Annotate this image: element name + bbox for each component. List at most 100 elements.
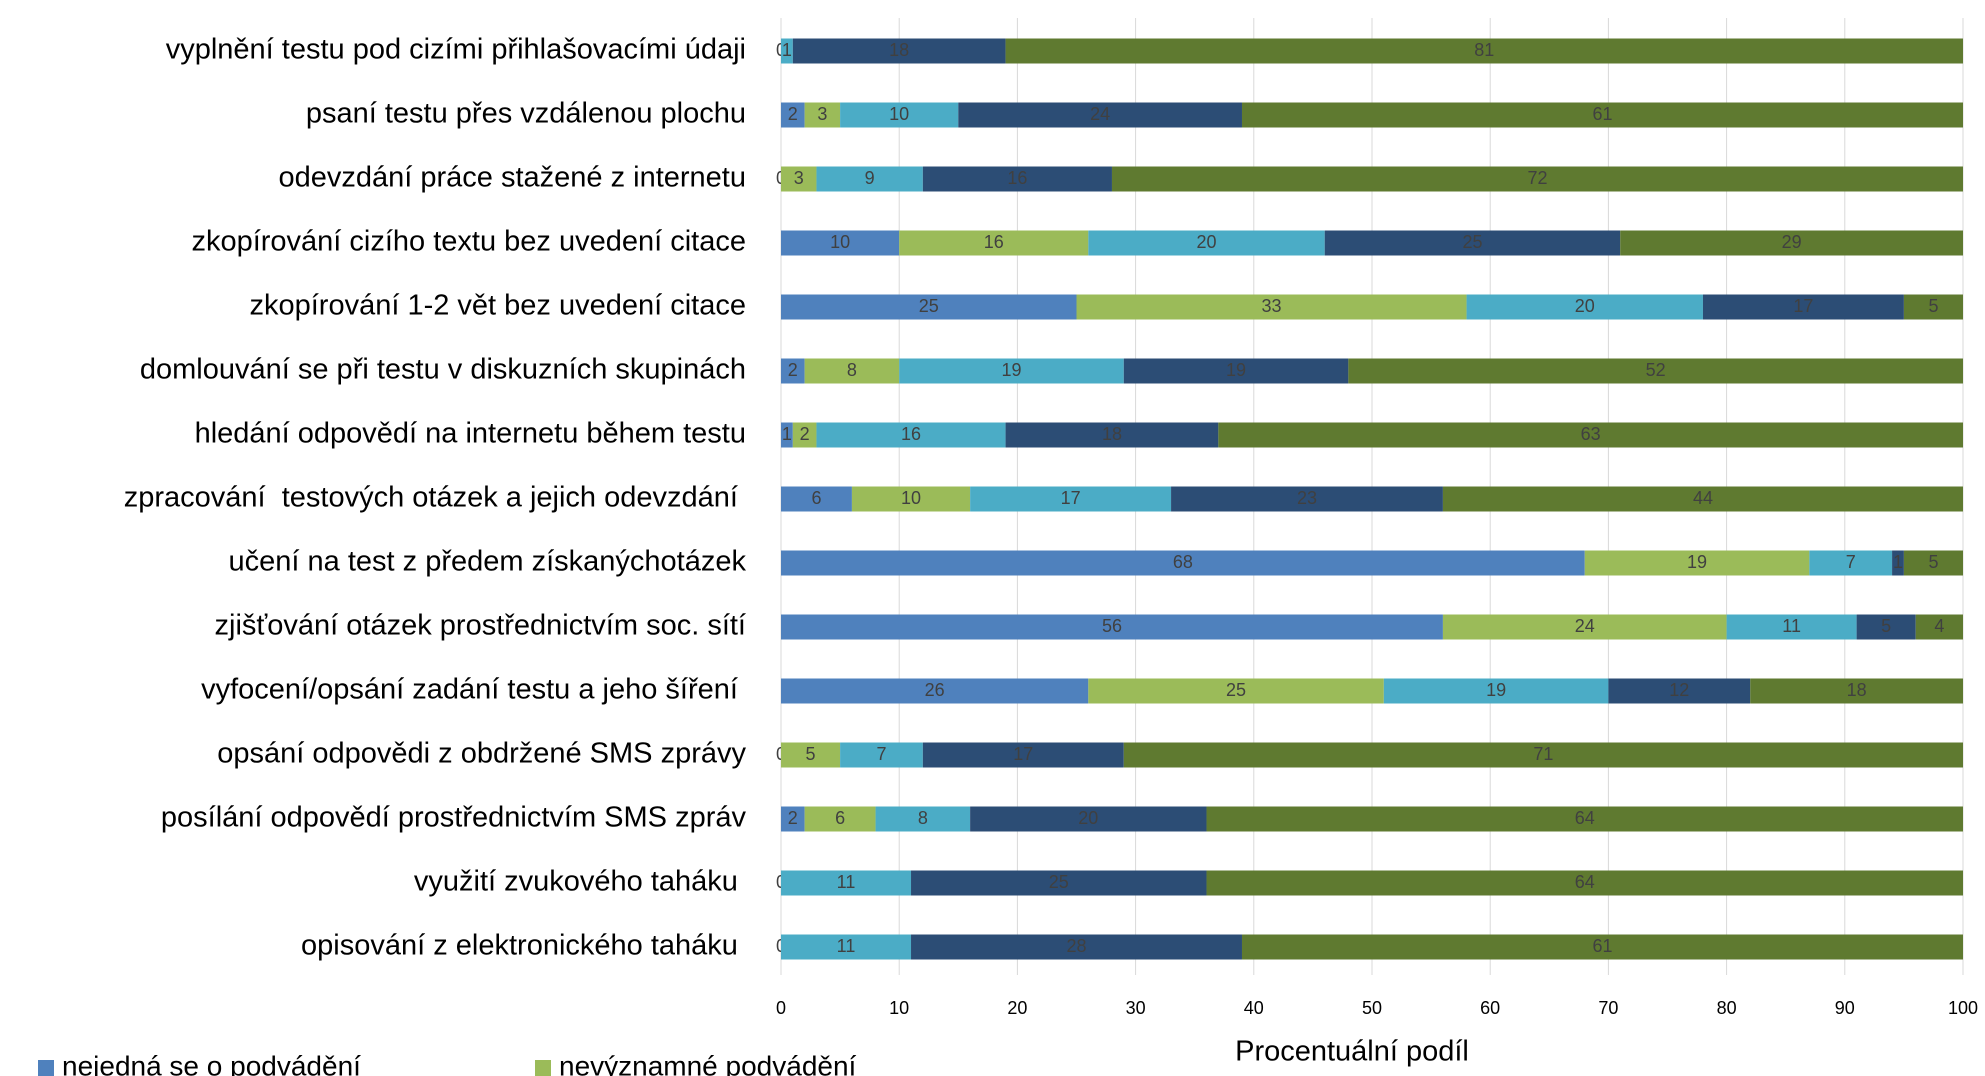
category-label: opsání odpovědi z obdržené SMS zprávy <box>217 738 746 770</box>
bar-segment <box>1206 870 1963 896</box>
bar-segment <box>1903 294 1963 320</box>
bar-segment <box>792 422 817 448</box>
bar-segment <box>816 166 923 192</box>
value-label: 5 <box>806 744 816 764</box>
value-label: 24 <box>1090 104 1110 124</box>
value-label: 2 <box>800 424 810 444</box>
x-tick-label: 10 <box>889 998 909 1018</box>
value-label: 4 <box>1934 616 1944 636</box>
bar-segment <box>781 806 805 832</box>
value-label: 11 <box>1782 616 1801 636</box>
category-label: využití zvukového taháku <box>414 866 746 898</box>
legend-label: nejedná se o podvádění <box>62 1050 361 1076</box>
legend-swatch <box>38 1060 54 1076</box>
bar-segment <box>1903 550 1963 576</box>
category-label: domlouvání se při testu v diskuzních sku… <box>140 354 746 386</box>
value-label: 1 <box>782 40 792 60</box>
value-label: 8 <box>847 360 857 380</box>
bar-segment <box>781 870 912 896</box>
value-label: 72 <box>1527 168 1547 188</box>
bar-segment <box>781 166 817 192</box>
value-label: 5 <box>1928 552 1938 572</box>
bar-segment <box>804 358 900 384</box>
bar-segment <box>1088 230 1325 256</box>
bar-segment <box>1005 38 1963 64</box>
value-label: 28 <box>1066 936 1086 956</box>
bar-segment <box>899 358 1124 384</box>
x-tick-label: 70 <box>1598 998 1618 1018</box>
bar-segment <box>851 486 971 512</box>
x-tick-label: 100 <box>1948 998 1978 1018</box>
category-label: zjišťování otázek prostřednictvím soc. s… <box>215 610 746 642</box>
x-tick-label: 30 <box>1126 998 1146 1018</box>
value-label: 3 <box>794 168 804 188</box>
bar-segment <box>1584 550 1810 576</box>
bar-segment <box>781 614 1443 640</box>
value-label: 52 <box>1646 360 1666 380</box>
bar-segment <box>781 230 900 256</box>
bar-segment <box>1915 614 1963 640</box>
value-label: 19 <box>1687 552 1707 572</box>
category-label: zkopírování 1-2 vět bez uvedení citace <box>249 290 746 322</box>
bar-segment <box>1442 614 1727 640</box>
value-label: 7 <box>876 744 886 764</box>
bar-segment <box>781 358 805 384</box>
value-label: 8 <box>918 808 928 828</box>
bar-segment <box>1608 678 1751 704</box>
value-label: 19 <box>1001 360 1021 380</box>
bar-segment <box>840 102 959 128</box>
bar-segment <box>1076 294 1467 320</box>
value-label: 63 <box>1581 424 1601 444</box>
bar-segment <box>1241 934 1963 960</box>
x-tick-label: 40 <box>1244 998 1264 1018</box>
bar-segment <box>1241 102 1963 128</box>
value-label: 25 <box>1049 872 1069 892</box>
legend-label: nevýznamné podvádění <box>559 1050 857 1076</box>
bar-segment <box>922 742 1124 768</box>
value-label: 2 <box>788 808 798 828</box>
value-label: 33 <box>1262 296 1282 316</box>
value-label: 11 <box>837 936 856 956</box>
value-label: 5 <box>1928 296 1938 316</box>
bar-segment <box>1123 742 1963 768</box>
value-label: 23 <box>1297 488 1317 508</box>
category-label: zpracování testových otázek a jejich ode… <box>124 482 746 514</box>
bar-segment <box>1809 550 1893 576</box>
value-label: 17 <box>1013 744 1033 764</box>
value-label: 7 <box>1846 552 1856 572</box>
value-label: 44 <box>1693 488 1713 508</box>
value-label: 64 <box>1575 872 1595 892</box>
bar-segment <box>1218 422 1963 448</box>
bar-segment <box>781 550 1585 576</box>
value-label: 20 <box>1575 296 1595 316</box>
value-label: 3 <box>817 104 827 124</box>
bar-segment <box>781 934 912 960</box>
value-label: 17 <box>1793 296 1813 316</box>
bar-segment <box>1466 294 1703 320</box>
value-label: 5 <box>1881 616 1891 636</box>
value-label: 56 <box>1102 616 1122 636</box>
value-label: 10 <box>889 104 909 124</box>
bar-segment <box>1111 166 1963 192</box>
value-label: 19 <box>1486 680 1506 700</box>
value-label: 24 <box>1575 616 1595 636</box>
x-tick-label: 80 <box>1717 998 1737 1018</box>
value-label: 18 <box>1102 424 1122 444</box>
category-label: posílání odpovědí prostřednictvím SMS zp… <box>161 802 747 834</box>
bar-segment <box>911 934 1242 960</box>
value-label: 2 <box>788 360 798 380</box>
bar-segment <box>1324 230 1621 256</box>
category-label: odevzdání práce stažené z internetu <box>278 162 746 194</box>
x-axis-title: Procentuální podíl <box>1235 1036 1469 1068</box>
bar-segment <box>1383 678 1609 704</box>
bar-segment <box>1348 358 1963 384</box>
value-label: 6 <box>835 808 845 828</box>
value-label: 25 <box>1462 232 1482 252</box>
bar-segment <box>1856 614 1916 640</box>
value-label: 6 <box>811 488 821 508</box>
bar-segment <box>840 742 923 768</box>
value-label: 16 <box>984 232 1004 252</box>
x-tick-label: 0 <box>776 998 786 1018</box>
bar-segment <box>1206 806 1963 832</box>
